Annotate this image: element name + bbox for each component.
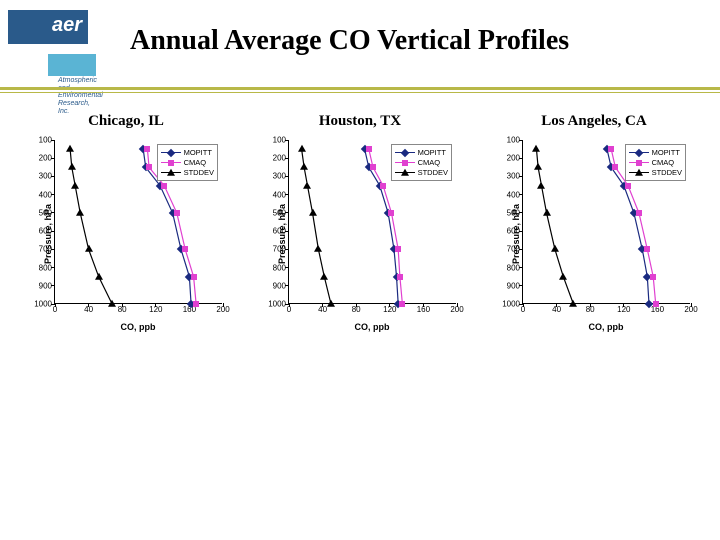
data-marker (653, 301, 659, 307)
data-marker (537, 181, 545, 188)
chart-panel: Chicago, IL Pressure, hPaCO, ppb100200300… (12, 113, 240, 334)
data-marker (309, 209, 317, 216)
slide-header: aer Atmospheric and Environmental Resear… (0, 0, 720, 95)
data-marker (608, 146, 614, 152)
logo-accent-bar (48, 54, 96, 76)
legend: MOPITTCMAQSTDDEV (157, 144, 218, 181)
data-marker (380, 183, 386, 189)
legend-item: CMAQ (629, 158, 682, 167)
x-axis-label: CO, ppb (54, 322, 222, 332)
data-marker (388, 210, 394, 216)
data-marker (193, 301, 199, 307)
legend-label: MOPITT (418, 148, 446, 157)
legend-item: MOPITT (161, 148, 214, 157)
legend-item: CMAQ (161, 158, 214, 167)
legend-item: STDDEV (629, 168, 682, 177)
legend-item: CMAQ (395, 158, 448, 167)
legend-label: CMAQ (652, 158, 675, 167)
data-marker (366, 146, 372, 152)
panel-title: Chicago, IL (12, 113, 240, 130)
data-marker (327, 300, 335, 307)
data-marker (625, 183, 631, 189)
legend-item: MOPITT (395, 148, 448, 157)
data-marker (174, 210, 180, 216)
plot-area: 1002003004005006007008009001000040801201… (288, 140, 456, 304)
data-marker (300, 163, 308, 170)
data-marker (144, 146, 150, 152)
data-marker (559, 272, 567, 279)
panel-title: Houston, TX (246, 113, 474, 130)
data-marker (370, 164, 376, 170)
legend-item: STDDEV (395, 168, 448, 177)
data-marker (636, 210, 642, 216)
data-marker (543, 209, 551, 216)
line-chart: Pressure, hPaCO, ppb10020030040050060070… (16, 134, 236, 334)
data-marker (95, 272, 103, 279)
data-marker (76, 209, 84, 216)
line-chart: Pressure, hPaCO, ppb10020030040050060070… (250, 134, 470, 334)
chart-panel: Los Angeles, CA Pressure, hPaCO, ppb10020… (480, 113, 708, 334)
legend-label: STDDEV (418, 168, 448, 177)
data-marker (191, 274, 197, 280)
logo-text: aer (52, 14, 82, 37)
data-marker (534, 163, 542, 170)
legend-label: MOPITT (652, 148, 680, 157)
data-marker (395, 246, 401, 252)
legend-label: CMAQ (184, 158, 207, 167)
data-marker (71, 181, 79, 188)
data-marker (314, 245, 322, 252)
chart-panels: Chicago, IL Pressure, hPaCO, ppb100200300… (0, 95, 720, 334)
panel-title: Los Angeles, CA (480, 113, 708, 130)
data-marker (161, 183, 167, 189)
legend-item: MOPITT (629, 148, 682, 157)
legend-label: MOPITT (184, 148, 212, 157)
data-marker (146, 164, 152, 170)
legend-label: CMAQ (418, 158, 441, 167)
logo-subtitle: Atmospheric and Environmental Research, … (58, 77, 103, 115)
aer-logo: aer Atmospheric and Environmental Resear… (8, 10, 88, 44)
line-chart: Pressure, hPaCO, ppb10020030040050060070… (484, 134, 704, 334)
data-marker (644, 246, 650, 252)
slide-title: Annual Average CO Vertical Profiles (130, 25, 569, 57)
data-marker (298, 145, 306, 152)
logo-box: aer (8, 10, 88, 44)
data-marker (68, 163, 76, 170)
data-marker (182, 246, 188, 252)
x-axis-label: CO, ppb (288, 322, 456, 332)
logo-sub-line2: Environmental Research, Inc. (58, 92, 103, 115)
legend-label: STDDEV (184, 168, 214, 177)
data-marker (612, 164, 618, 170)
chart-panel: Houston, TX Pressure, hPaCO, ppb100200300… (246, 113, 474, 334)
legend: MOPITTCMAQSTDDEV (391, 144, 452, 181)
data-marker (108, 300, 116, 307)
divider (0, 87, 720, 93)
legend-item: STDDEV (161, 168, 214, 177)
plot-area: 1002003004005006007008009001000040801201… (522, 140, 690, 304)
data-marker (650, 274, 656, 280)
data-marker (397, 274, 403, 280)
plot-area: 1002003004005006007008009001000040801201… (54, 140, 222, 304)
data-marker (551, 245, 559, 252)
data-marker (532, 145, 540, 152)
data-marker (569, 300, 577, 307)
data-marker (66, 145, 74, 152)
legend-label: STDDEV (652, 168, 682, 177)
data-marker (303, 181, 311, 188)
data-marker (399, 301, 405, 307)
data-marker (320, 272, 328, 279)
data-marker (85, 245, 93, 252)
legend: MOPITTCMAQSTDDEV (625, 144, 686, 181)
x-axis-label: CO, ppb (522, 322, 690, 332)
